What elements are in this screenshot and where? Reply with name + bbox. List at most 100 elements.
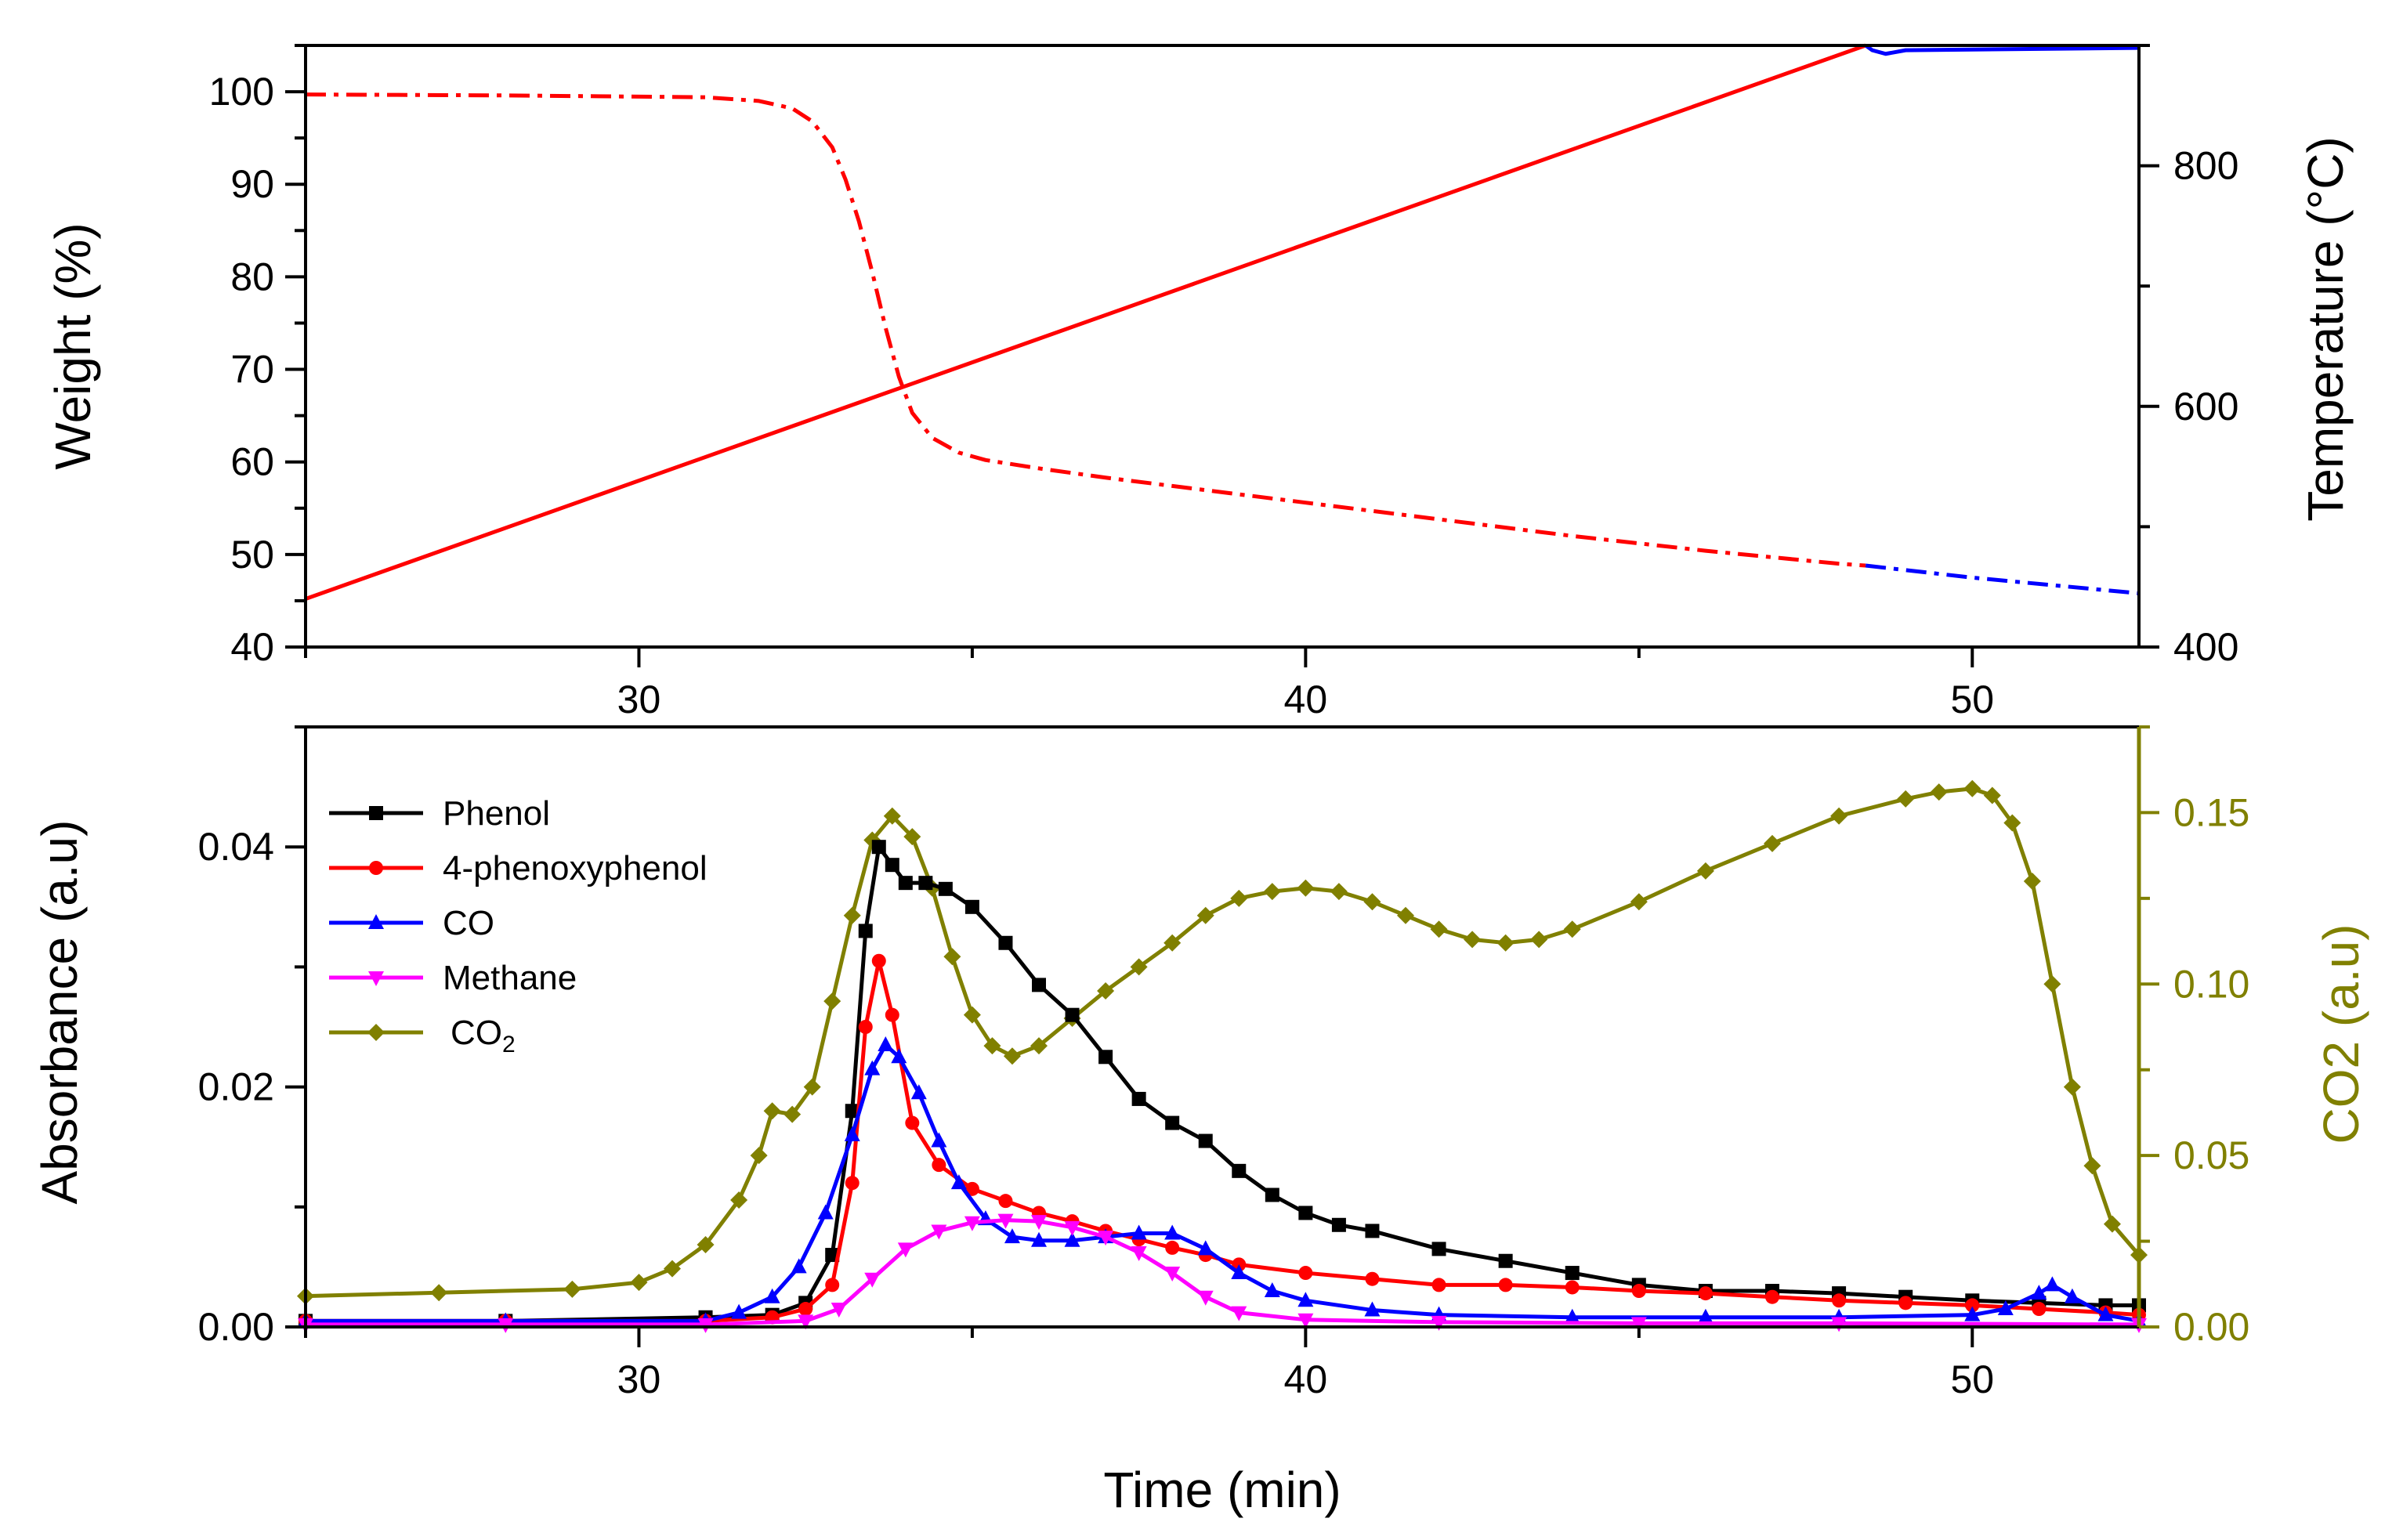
- series-co2-point: [1897, 790, 1915, 808]
- series-4-phenoxyphenol-point: [1365, 1271, 1380, 1286]
- series-methane-point: [1630, 1317, 1647, 1332]
- top-y-tick-label: 100: [209, 70, 274, 114]
- series-co-point: [864, 1060, 881, 1075]
- top-series-weight-line: [305, 92, 1866, 568]
- series-co2-point: [883, 807, 901, 825]
- series-methane-point: [1231, 1306, 1247, 1321]
- top-series-weight-line-end: [1865, 563, 2140, 595]
- series-co2-point: [630, 1274, 648, 1292]
- series-co2-point: [1764, 834, 1781, 852]
- series-co2-point: [750, 1147, 768, 1165]
- series-4-phenoxyphenol-point: [964, 1181, 979, 1196]
- series-co2-point: [803, 1078, 821, 1096]
- series-methane-point: [798, 1314, 814, 1330]
- bottom-x-tick-label: 50: [1950, 1357, 1994, 1401]
- series-co2-point: [1003, 1047, 1021, 1065]
- series-phenol-point: [1098, 1050, 1113, 1065]
- series-methane-point: [964, 1216, 980, 1231]
- series-phenol-point: [1131, 1091, 1146, 1106]
- series-co-point: [731, 1303, 747, 1319]
- series-co2-point: [784, 1105, 802, 1123]
- series-co2: [297, 779, 2148, 1305]
- series-co-point: [1964, 1306, 1981, 1321]
- series-co2-point: [1963, 779, 1981, 797]
- series-co2-point: [1563, 920, 1581, 938]
- series-phenol-point: [1198, 1133, 1213, 1148]
- series-co2-point: [1164, 934, 1182, 952]
- bottom-y2-tick-label: 0.00: [2173, 1305, 2249, 1349]
- series-co2-point: [664, 1260, 681, 1278]
- bottom-x-tick-label: 30: [617, 1357, 661, 1401]
- series-co2-point: [1464, 931, 1482, 949]
- series-phenol-point: [1365, 1224, 1380, 1238]
- legend-marker-co2: [367, 1024, 385, 1041]
- series-4-phenoxyphenol-point: [1965, 1298, 1980, 1313]
- series-4-phenoxyphenol-point: [2032, 1302, 2047, 1317]
- top-y2-tick-label: 400: [2173, 625, 2238, 669]
- series-phenol-point: [964, 899, 979, 914]
- series-co-point: [1164, 1224, 1181, 1240]
- series-4-phenoxyphenol-point: [1165, 1240, 1180, 1255]
- series-co2-point: [2003, 814, 2021, 832]
- series-phenol-point: [845, 1104, 860, 1119]
- series-phenol-point: [1265, 1188, 1279, 1202]
- series-phenol-point: [1331, 1217, 1346, 1232]
- series-4-phenoxyphenol-point: [825, 1278, 840, 1292]
- top-y2-tick-label: 600: [2173, 385, 2238, 428]
- series-phenol-point: [1565, 1266, 1580, 1281]
- series-co-point: [931, 1132, 947, 1148]
- top-chart: 30 40 50 40 50 60 70 80 90 100 400 600 800 Weight (%…: [45, 43, 2354, 721]
- series-co-point: [1997, 1300, 2014, 1316]
- series-phenol-point: [898, 876, 913, 891]
- series-4-phenoxyphenol-point: [885, 1007, 899, 1022]
- series-co2-point: [1030, 1037, 1048, 1055]
- legend-item-4-phenoxyphenol: 4-phenoxyphenol: [329, 849, 708, 887]
- series-phenol-point: [1232, 1163, 1247, 1178]
- series-co-point: [878, 1036, 894, 1051]
- series-co2-point: [1230, 889, 1248, 907]
- series-co-point: [844, 1126, 860, 1141]
- series-co2-point: [1930, 783, 1948, 801]
- series-co2-point: [1196, 906, 1214, 924]
- series-4-phenoxyphenol-point: [1631, 1284, 1646, 1299]
- series-co2-point: [1630, 893, 1648, 911]
- series-4-phenoxyphenol-point: [798, 1302, 813, 1317]
- series-co-point: [2031, 1285, 2047, 1300]
- legend-marker-phenol: [369, 806, 383, 820]
- series-co2-point: [823, 992, 841, 1010]
- legend-item-co: CO: [329, 904, 494, 942]
- legend-label-phenol: Phenol: [443, 794, 550, 833]
- legend-item-phenol: Phenol: [329, 794, 550, 833]
- series-methane-point: [1297, 1313, 1314, 1329]
- series-co2-point: [903, 828, 921, 846]
- series-methane-point: [997, 1213, 1014, 1229]
- series-co-point: [2097, 1306, 2114, 1321]
- series-co2-point: [697, 1235, 715, 1253]
- legend-label-co2: CO2: [451, 1014, 516, 1057]
- bottom-x-axis-label: Time (min): [1103, 1462, 1341, 1518]
- bottom-y-tick-label: 0.04: [198, 825, 274, 869]
- legend-label-4-phenoxyphenol: 4-phenoxyphenol: [443, 849, 708, 887]
- series-methane-point: [1197, 1290, 1214, 1306]
- series-methane-point: [1831, 1317, 1847, 1332]
- series-co-point: [1297, 1292, 1314, 1307]
- series-4-phenoxyphenol-point: [858, 1020, 873, 1034]
- series-phenol-point: [858, 924, 873, 938]
- bottom-x-tick-label: 40: [1284, 1357, 1328, 1401]
- series-co-point: [1197, 1240, 1214, 1256]
- series-co2-point: [563, 1280, 581, 1298]
- series-methane-point: [1131, 1246, 1147, 1262]
- series-co-point: [1364, 1301, 1381, 1317]
- series-4-phenoxyphenol-point: [1898, 1296, 1913, 1310]
- series-co2-point: [1363, 893, 1381, 911]
- series-phenol-point: [885, 858, 899, 873]
- series-co-point: [1697, 1308, 1714, 1324]
- top-y-tick-label: 40: [230, 625, 274, 669]
- series-4-phenoxyphenol-point: [998, 1194, 1013, 1209]
- series-methane-point: [1098, 1231, 1114, 1246]
- top-series-temperature-line: [305, 43, 1866, 601]
- series-co2-point: [2083, 1157, 2101, 1175]
- series-4-phenoxyphenol-point: [1698, 1286, 1713, 1301]
- series-methane-point: [864, 1272, 881, 1288]
